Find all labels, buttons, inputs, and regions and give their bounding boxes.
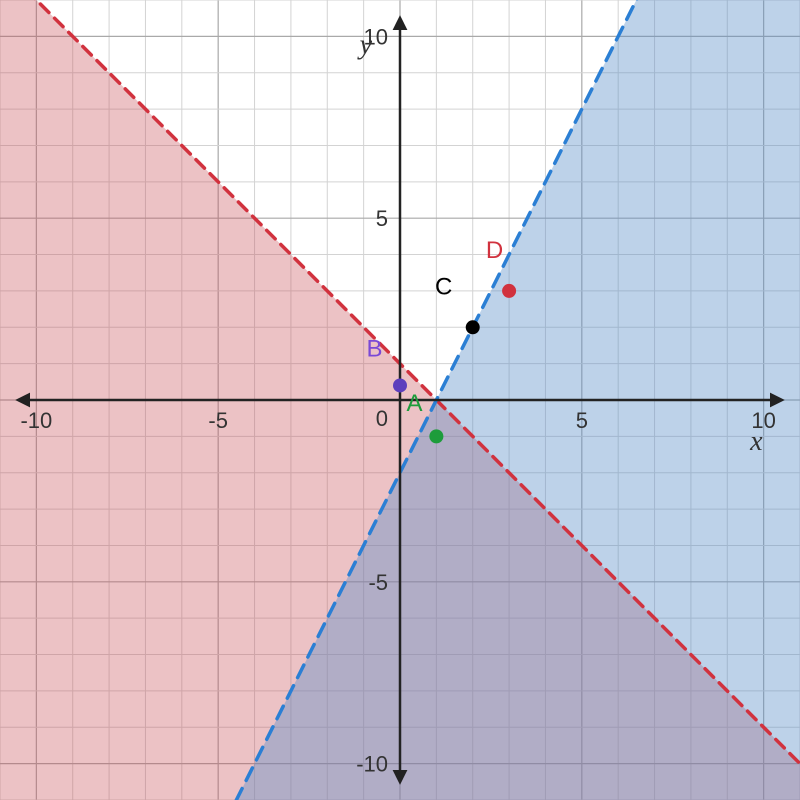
point-label-D: D [486, 237, 503, 264]
y-tick-label: -10 [356, 752, 388, 777]
chart-svg: -10-5510-10-55100xyABCD [0, 0, 800, 800]
point-B [393, 378, 407, 392]
point-label-B: B [367, 335, 383, 362]
point-C [466, 320, 480, 334]
origin-label: 0 [376, 406, 388, 431]
y-tick-label: -5 [368, 570, 388, 595]
y-axis-label: y [357, 30, 373, 61]
point-D [502, 284, 516, 298]
x-tick-label: -5 [208, 408, 228, 433]
point-label-A: A [407, 390, 423, 417]
x-tick-label: -10 [20, 408, 52, 433]
point-label-C: C [435, 274, 452, 301]
y-tick-label: 5 [376, 206, 388, 231]
point-A [429, 429, 443, 443]
x-tick-label: 5 [576, 408, 588, 433]
coordinate-plane-chart: -10-5510-10-55100xyABCD [0, 0, 800, 800]
x-axis-label: x [749, 426, 763, 457]
